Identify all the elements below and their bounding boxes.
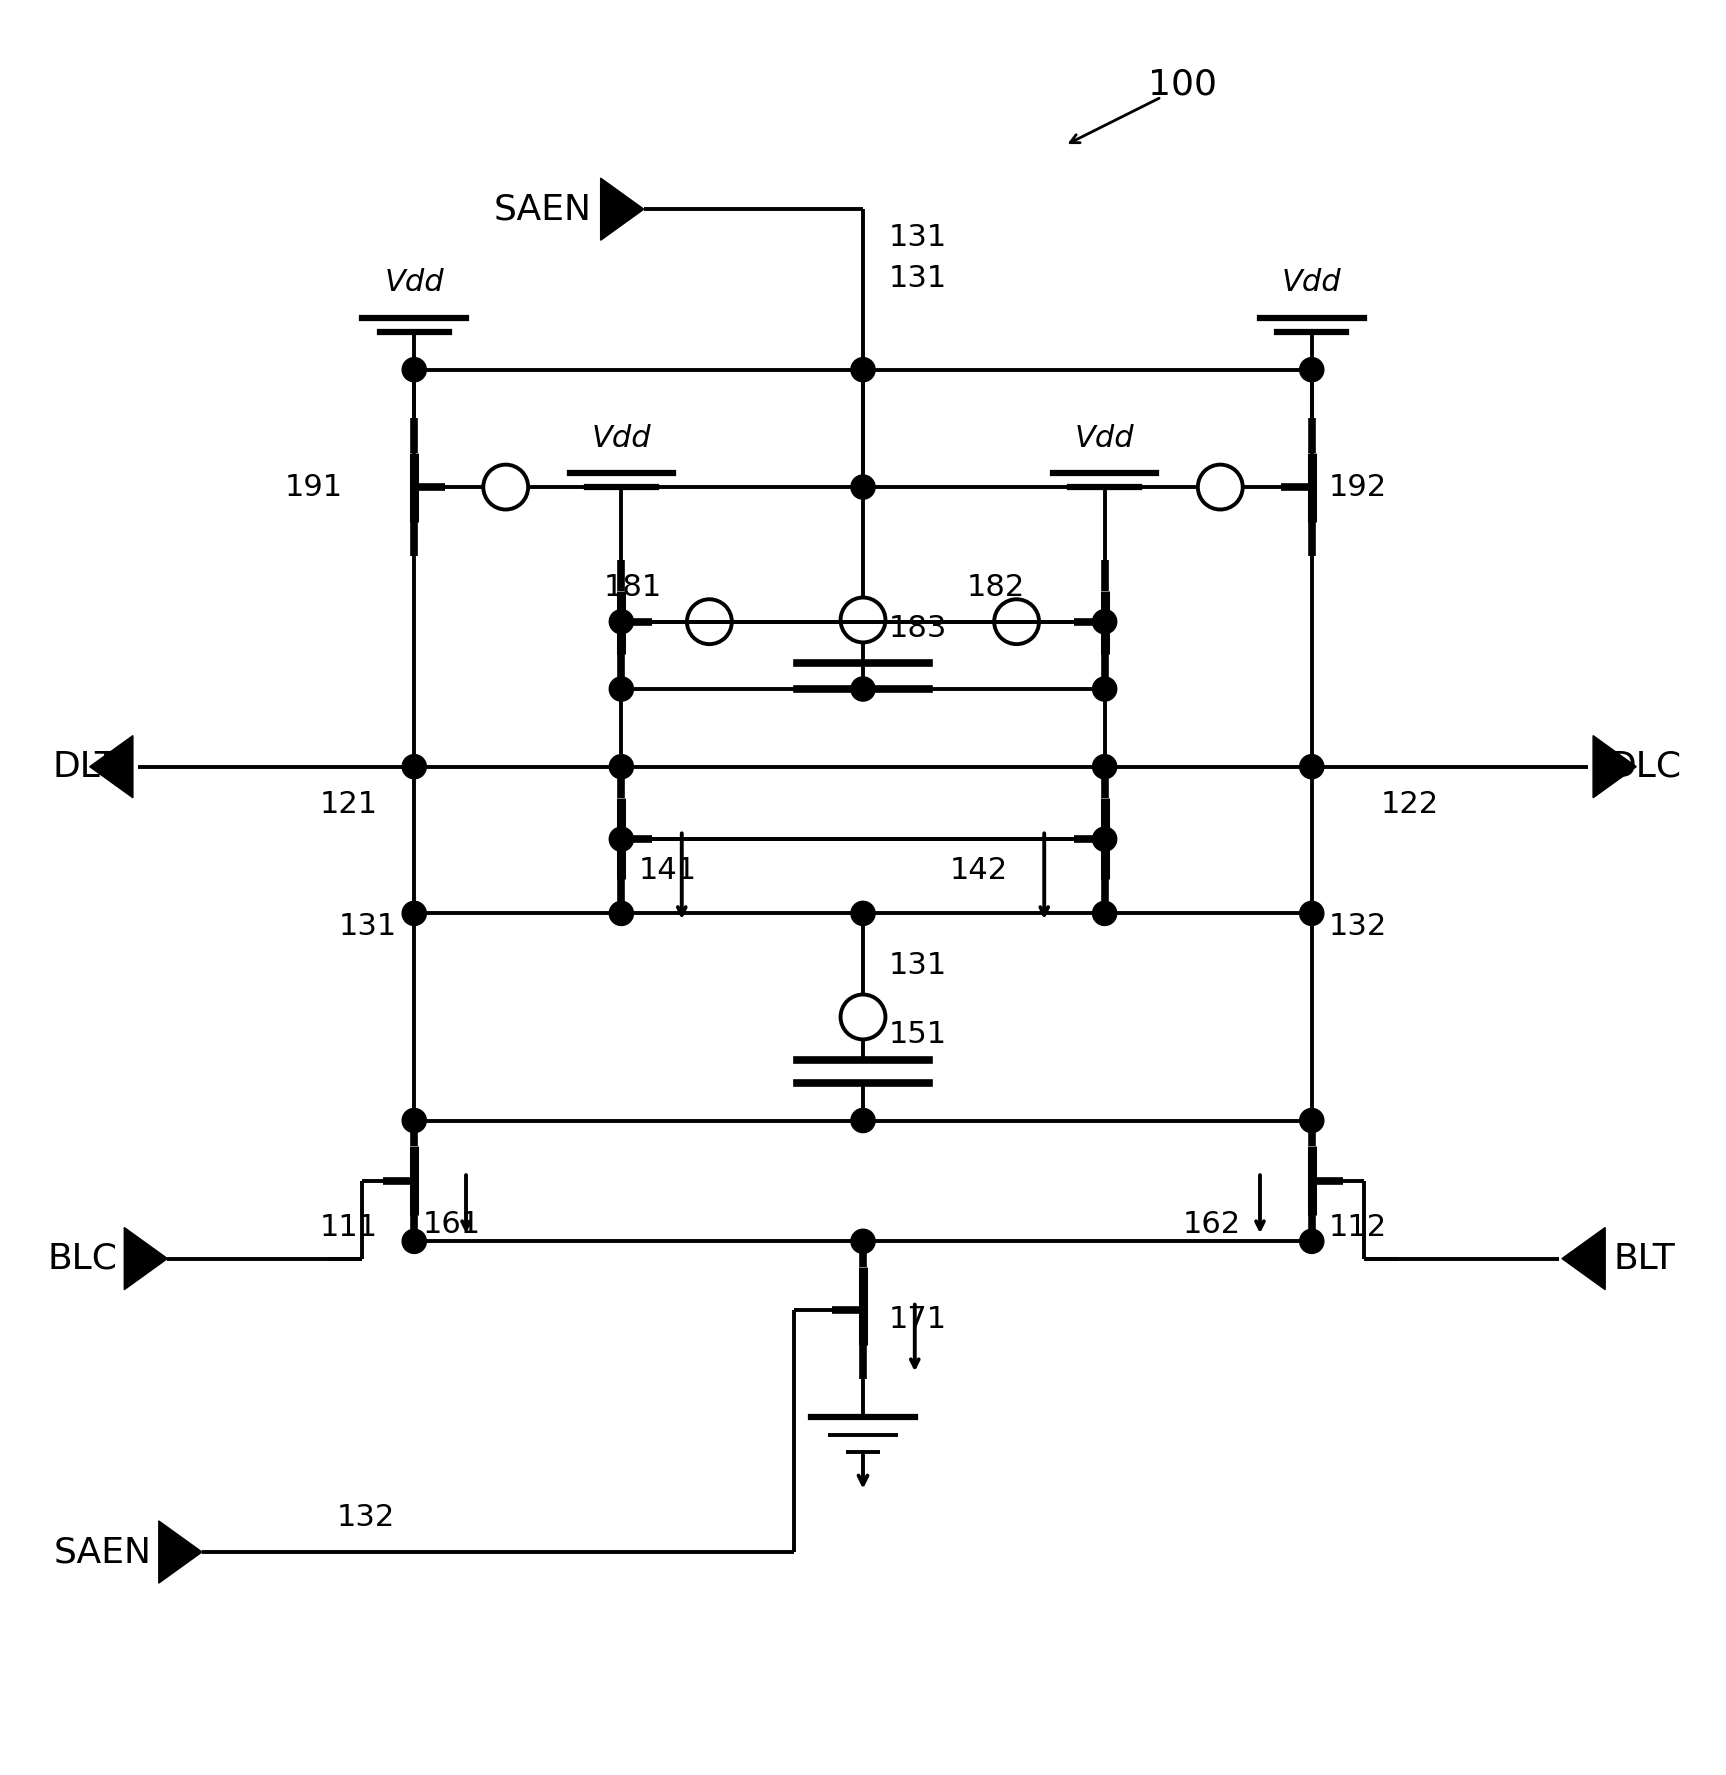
Circle shape	[1300, 902, 1324, 925]
Circle shape	[851, 1108, 875, 1132]
Circle shape	[1300, 1108, 1324, 1132]
Text: 182: 182	[967, 573, 1025, 602]
Polygon shape	[1593, 735, 1636, 797]
Circle shape	[1093, 902, 1117, 925]
Text: 131: 131	[889, 264, 948, 293]
Circle shape	[402, 1108, 426, 1132]
Circle shape	[1300, 754, 1324, 779]
Text: 142: 142	[949, 856, 1008, 884]
Text: 191: 191	[285, 472, 343, 502]
Text: 131: 131	[338, 912, 397, 941]
Circle shape	[1300, 1230, 1324, 1253]
Text: 151: 151	[889, 1019, 948, 1049]
Text: 112: 112	[1329, 1212, 1388, 1242]
Circle shape	[609, 827, 633, 852]
Circle shape	[1093, 676, 1117, 701]
Text: 121: 121	[319, 790, 378, 818]
Circle shape	[1093, 827, 1117, 852]
Circle shape	[402, 902, 426, 925]
Text: 132: 132	[337, 1503, 395, 1532]
Circle shape	[609, 902, 633, 925]
Text: 132: 132	[1329, 912, 1388, 941]
Text: SAEN: SAEN	[54, 1535, 152, 1569]
Text: SAEN: SAEN	[494, 192, 592, 225]
Text: 131: 131	[889, 224, 948, 252]
Circle shape	[402, 357, 426, 382]
Circle shape	[402, 754, 426, 779]
Text: 162: 162	[1182, 1209, 1241, 1239]
Text: 161: 161	[423, 1209, 482, 1239]
Circle shape	[851, 676, 875, 701]
Text: 183: 183	[889, 614, 948, 643]
Text: 181: 181	[604, 573, 663, 602]
Polygon shape	[1562, 1228, 1605, 1290]
Circle shape	[1093, 609, 1117, 634]
Polygon shape	[601, 178, 644, 240]
Circle shape	[851, 902, 875, 925]
Text: Vdd: Vdd	[592, 424, 651, 453]
Text: BLC: BLC	[47, 1241, 117, 1276]
Text: 122: 122	[1381, 790, 1439, 818]
Circle shape	[609, 609, 633, 634]
Text: Vdd: Vdd	[1075, 424, 1134, 453]
Text: 141: 141	[639, 856, 697, 884]
Text: 192: 192	[1329, 472, 1388, 502]
Text: DLC: DLC	[1609, 749, 1681, 785]
Text: Vdd: Vdd	[1282, 268, 1341, 296]
Text: 171: 171	[889, 1305, 948, 1333]
Text: 131: 131	[889, 951, 948, 980]
Polygon shape	[90, 735, 133, 797]
Text: BLT: BLT	[1614, 1241, 1676, 1276]
Circle shape	[609, 754, 633, 779]
Text: DLT: DLT	[52, 749, 117, 785]
Polygon shape	[159, 1521, 202, 1583]
Text: 111: 111	[319, 1212, 378, 1242]
Polygon shape	[124, 1228, 167, 1290]
Text: Vdd: Vdd	[385, 268, 444, 296]
Circle shape	[851, 1230, 875, 1253]
Circle shape	[402, 1230, 426, 1253]
Circle shape	[609, 676, 633, 701]
Circle shape	[1093, 754, 1117, 779]
Circle shape	[1300, 357, 1324, 382]
Circle shape	[851, 476, 875, 499]
Text: 100: 100	[1148, 67, 1217, 101]
Circle shape	[851, 357, 875, 382]
